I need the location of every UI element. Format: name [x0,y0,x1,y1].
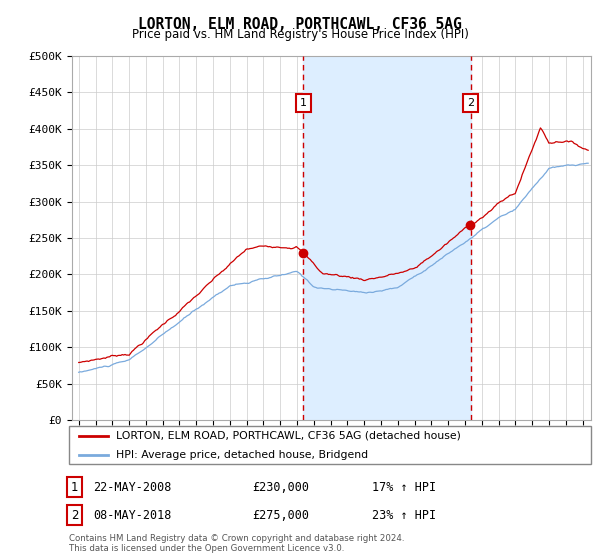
Text: £275,000: £275,000 [252,508,309,522]
Text: £230,000: £230,000 [252,480,309,494]
Text: 1: 1 [300,99,307,108]
Text: 1: 1 [71,480,78,494]
Text: Contains HM Land Registry data © Crown copyright and database right 2024.
This d: Contains HM Land Registry data © Crown c… [69,534,404,553]
Text: 2: 2 [467,99,475,108]
Text: 17% ↑ HPI: 17% ↑ HPI [372,480,436,494]
Text: 22-MAY-2008: 22-MAY-2008 [93,480,172,494]
Text: LORTON, ELM ROAD, PORTHCAWL, CF36 5AG: LORTON, ELM ROAD, PORTHCAWL, CF36 5AG [138,17,462,32]
Text: 23% ↑ HPI: 23% ↑ HPI [372,508,436,522]
Text: Price paid vs. HM Land Registry's House Price Index (HPI): Price paid vs. HM Land Registry's House … [131,28,469,41]
FancyBboxPatch shape [69,426,591,464]
Text: 2: 2 [71,508,78,522]
Text: HPI: Average price, detached house, Bridgend: HPI: Average price, detached house, Brid… [116,450,368,460]
Text: LORTON, ELM ROAD, PORTHCAWL, CF36 5AG (detached house): LORTON, ELM ROAD, PORTHCAWL, CF36 5AG (d… [116,431,461,441]
Bar [304,56,471,420]
Text: 08-MAY-2018: 08-MAY-2018 [93,508,172,522]
